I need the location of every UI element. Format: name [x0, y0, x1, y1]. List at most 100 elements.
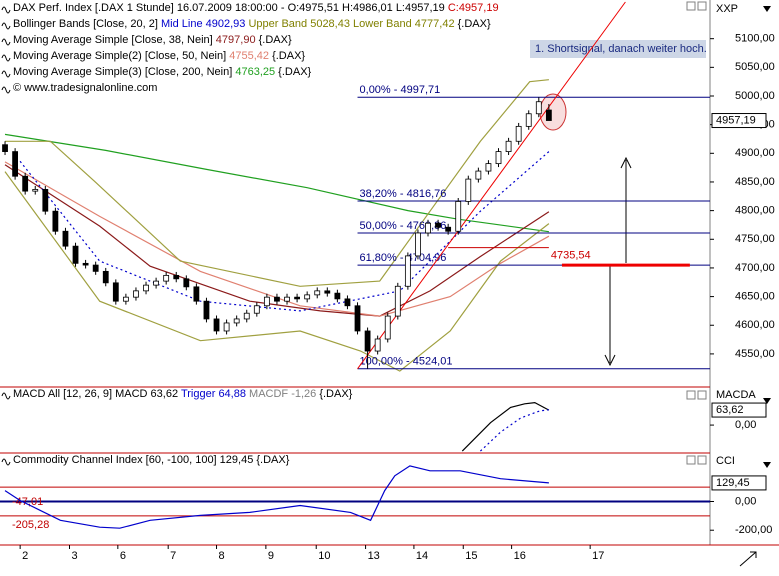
panel-button[interactable]: [697, 1, 707, 11]
candle-body: [334, 292, 341, 300]
x-tick-label: 9: [268, 550, 274, 562]
legend-segment: MACDF -1,26: [246, 388, 316, 400]
legend-segment: {.DAX}: [269, 50, 305, 62]
candle-body: [364, 330, 371, 352]
candle-body: [304, 294, 311, 300]
candle-body: [203, 300, 210, 320]
panel-button[interactable]: [697, 455, 707, 465]
candle-body: [495, 151, 502, 165]
fib-label: 38,20% - 4816,76: [360, 188, 447, 200]
series-line: [5, 79, 549, 287]
candle-body: [274, 296, 280, 302]
legend-line: Bollinger Bands [Close, 20, 2] Mid Line …: [13, 18, 491, 30]
scroll-arrows[interactable]: [739, 6, 771, 567]
indicator-icon: [1, 458, 11, 466]
fib-label: 61,80% - 4704,96: [360, 252, 447, 264]
candle-body: [153, 280, 159, 286]
last-value-label: 4957,19: [716, 114, 756, 126]
y-tick-label: 4550,00: [735, 348, 775, 360]
x-tick-label: 14: [416, 550, 428, 562]
indicator-icon: [1, 38, 11, 46]
panel-button[interactable]: [686, 390, 696, 400]
y-tick-label: 5050,00: [735, 61, 775, 73]
fib-label: 100,00% - 4524,01: [360, 356, 453, 368]
scroll-arrow[interactable]: [763, 462, 771, 468]
indicator-icon: [1, 86, 11, 94]
candle-body: [102, 270, 109, 284]
candle-body: [374, 338, 381, 352]
fib-label: 0,00% - 4997,71: [360, 84, 441, 96]
candle-body: [324, 290, 331, 294]
series-line: [4, 161, 550, 317]
panel-button[interactable]: [697, 390, 707, 400]
candle-body: [384, 315, 391, 340]
legend-segment: C:4957,19: [448, 2, 499, 14]
x-tick-label: 13: [368, 550, 380, 562]
candle-body: [354, 305, 361, 332]
y-tick-label: 4850,00: [735, 176, 775, 188]
legend-segment: Bollinger Bands [Close, 20, 2]: [13, 18, 161, 30]
y-tick-label: 4800,00: [735, 205, 775, 217]
candle-body: [263, 296, 270, 307]
scroll-arrow[interactable]: [763, 6, 771, 12]
resize-icon[interactable]: [739, 551, 757, 567]
indicator-icon: [1, 70, 11, 78]
panel-buttons[interactable]: [686, 1, 707, 465]
candle-body: [485, 163, 492, 172]
candle-body: [22, 175, 29, 192]
indicator-icon: [1, 6, 11, 14]
down-arrow-head: [604, 354, 616, 367]
candle-body: [183, 278, 190, 288]
candle-body: [404, 255, 411, 287]
legend-segment: {.DAX}: [316, 388, 352, 400]
legend-segment: 4755,42: [229, 50, 269, 62]
series-line: [19, 151, 550, 312]
y-tick-label: 5000,00: [735, 90, 775, 102]
candle-body: [2, 144, 8, 152]
legend-segment: Mid Line 4902,93: [161, 18, 245, 30]
y-tick-label: 4750,00: [735, 233, 775, 245]
y-tick-label: 4650,00: [735, 290, 775, 302]
legend-segment: {.DAX}: [455, 18, 491, 30]
candle-body: [525, 113, 532, 127]
x-tick-label: 15: [465, 550, 477, 562]
legend-line: DAX Perf. Index [.DAX 1 Stunde] 16.07.20…: [13, 2, 499, 14]
scroll-arrow[interactable]: [763, 398, 771, 404]
candle-body: [72, 245, 79, 264]
panel-button[interactable]: [686, 1, 696, 11]
last-value-label: 63,62: [716, 404, 744, 416]
level-label: -205,28: [12, 519, 49, 531]
candle-body: [32, 189, 39, 192]
legend-segment: Moving Average Simple [Close, 38, Nein]: [13, 34, 216, 46]
legend-segment: {.DAX}: [256, 34, 292, 46]
panel-button[interactable]: [686, 455, 696, 465]
candle-body: [173, 274, 180, 280]
series-line: [479, 409, 549, 452]
last-value-box: [711, 475, 767, 491]
candle-body: [294, 296, 300, 300]
legend-segment: MACD 63,62: [115, 388, 178, 400]
candle-body: [52, 210, 59, 232]
fib-label: 50,00% - 4760,86: [360, 220, 447, 232]
y-tick-label: 0,00: [735, 419, 756, 431]
annotation: 1. Shortsignal, danach weiter hoch.: [535, 43, 707, 55]
candle-body: [445, 226, 452, 232]
legend-line: © www.tradesignalonline.com: [13, 82, 157, 94]
x-tick-label: 8: [219, 550, 225, 562]
candle-body: [344, 298, 351, 307]
y-tick-label: 5100,00: [735, 33, 775, 45]
legend-line: Moving Average Simple(3) [Close, 200, Ne…: [13, 66, 312, 78]
candle-body: [193, 286, 200, 302]
axis-title: CCI: [716, 455, 735, 467]
candle-body: [394, 285, 401, 317]
last-value-label: 129,45: [716, 477, 750, 489]
axis-title: XXP: [716, 3, 738, 15]
x-tick-label: 17: [592, 550, 604, 562]
candle-body: [223, 322, 230, 332]
series-line: [4, 171, 550, 372]
legend-segment: Trigger 64,88: [178, 388, 246, 400]
candle-body: [42, 189, 49, 212]
legend-segment: 4797,90: [216, 34, 256, 46]
